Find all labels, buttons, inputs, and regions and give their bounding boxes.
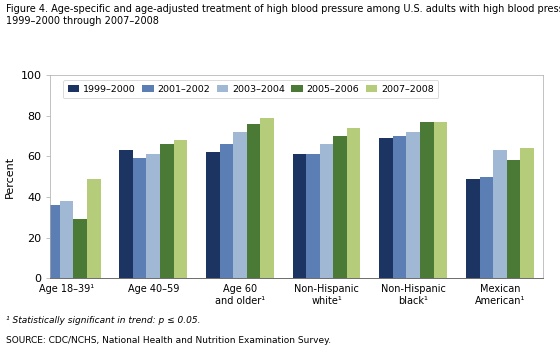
Bar: [233, 132, 247, 278]
Bar: [60, 201, 73, 278]
Bar: [293, 154, 306, 278]
Bar: [306, 154, 320, 278]
Text: ¹ Statistically significant in trend: p ≤ 0.05.: ¹ Statistically significant in trend: p …: [6, 316, 200, 325]
Bar: [493, 150, 507, 278]
Y-axis label: Percent: Percent: [5, 156, 15, 198]
Bar: [260, 118, 274, 278]
Bar: [46, 205, 60, 278]
Bar: [119, 150, 133, 278]
Bar: [174, 140, 187, 278]
Bar: [379, 138, 393, 278]
Text: SOURCE: CDC/NCHS, National Health and Nutrition Examination Survey.: SOURCE: CDC/NCHS, National Health and Nu…: [6, 336, 331, 345]
Bar: [433, 122, 447, 278]
Bar: [333, 136, 347, 278]
Bar: [320, 144, 333, 278]
Text: Figure 4. Age-specific and age-adjusted treatment of high blood pressure among U: Figure 4. Age-specific and age-adjusted …: [6, 4, 560, 14]
Bar: [206, 152, 220, 278]
Bar: [347, 128, 361, 278]
Bar: [32, 223, 46, 278]
Bar: [479, 177, 493, 278]
Bar: [247, 124, 260, 278]
Bar: [393, 136, 407, 278]
Bar: [420, 122, 433, 278]
Bar: [147, 154, 160, 278]
Bar: [407, 132, 420, 278]
Legend: 1999–2000, 2001–2002, 2003–2004, 2005–2006, 2007–2008: 1999–2000, 2001–2002, 2003–2004, 2005–20…: [63, 80, 438, 99]
Bar: [520, 148, 534, 278]
Bar: [507, 160, 520, 278]
Bar: [133, 159, 147, 278]
Bar: [160, 144, 174, 278]
Bar: [220, 144, 233, 278]
Bar: [73, 220, 87, 278]
Bar: [466, 179, 479, 278]
Bar: [87, 179, 100, 278]
Text: 1999–2000 through 2007–2008: 1999–2000 through 2007–2008: [6, 16, 158, 26]
